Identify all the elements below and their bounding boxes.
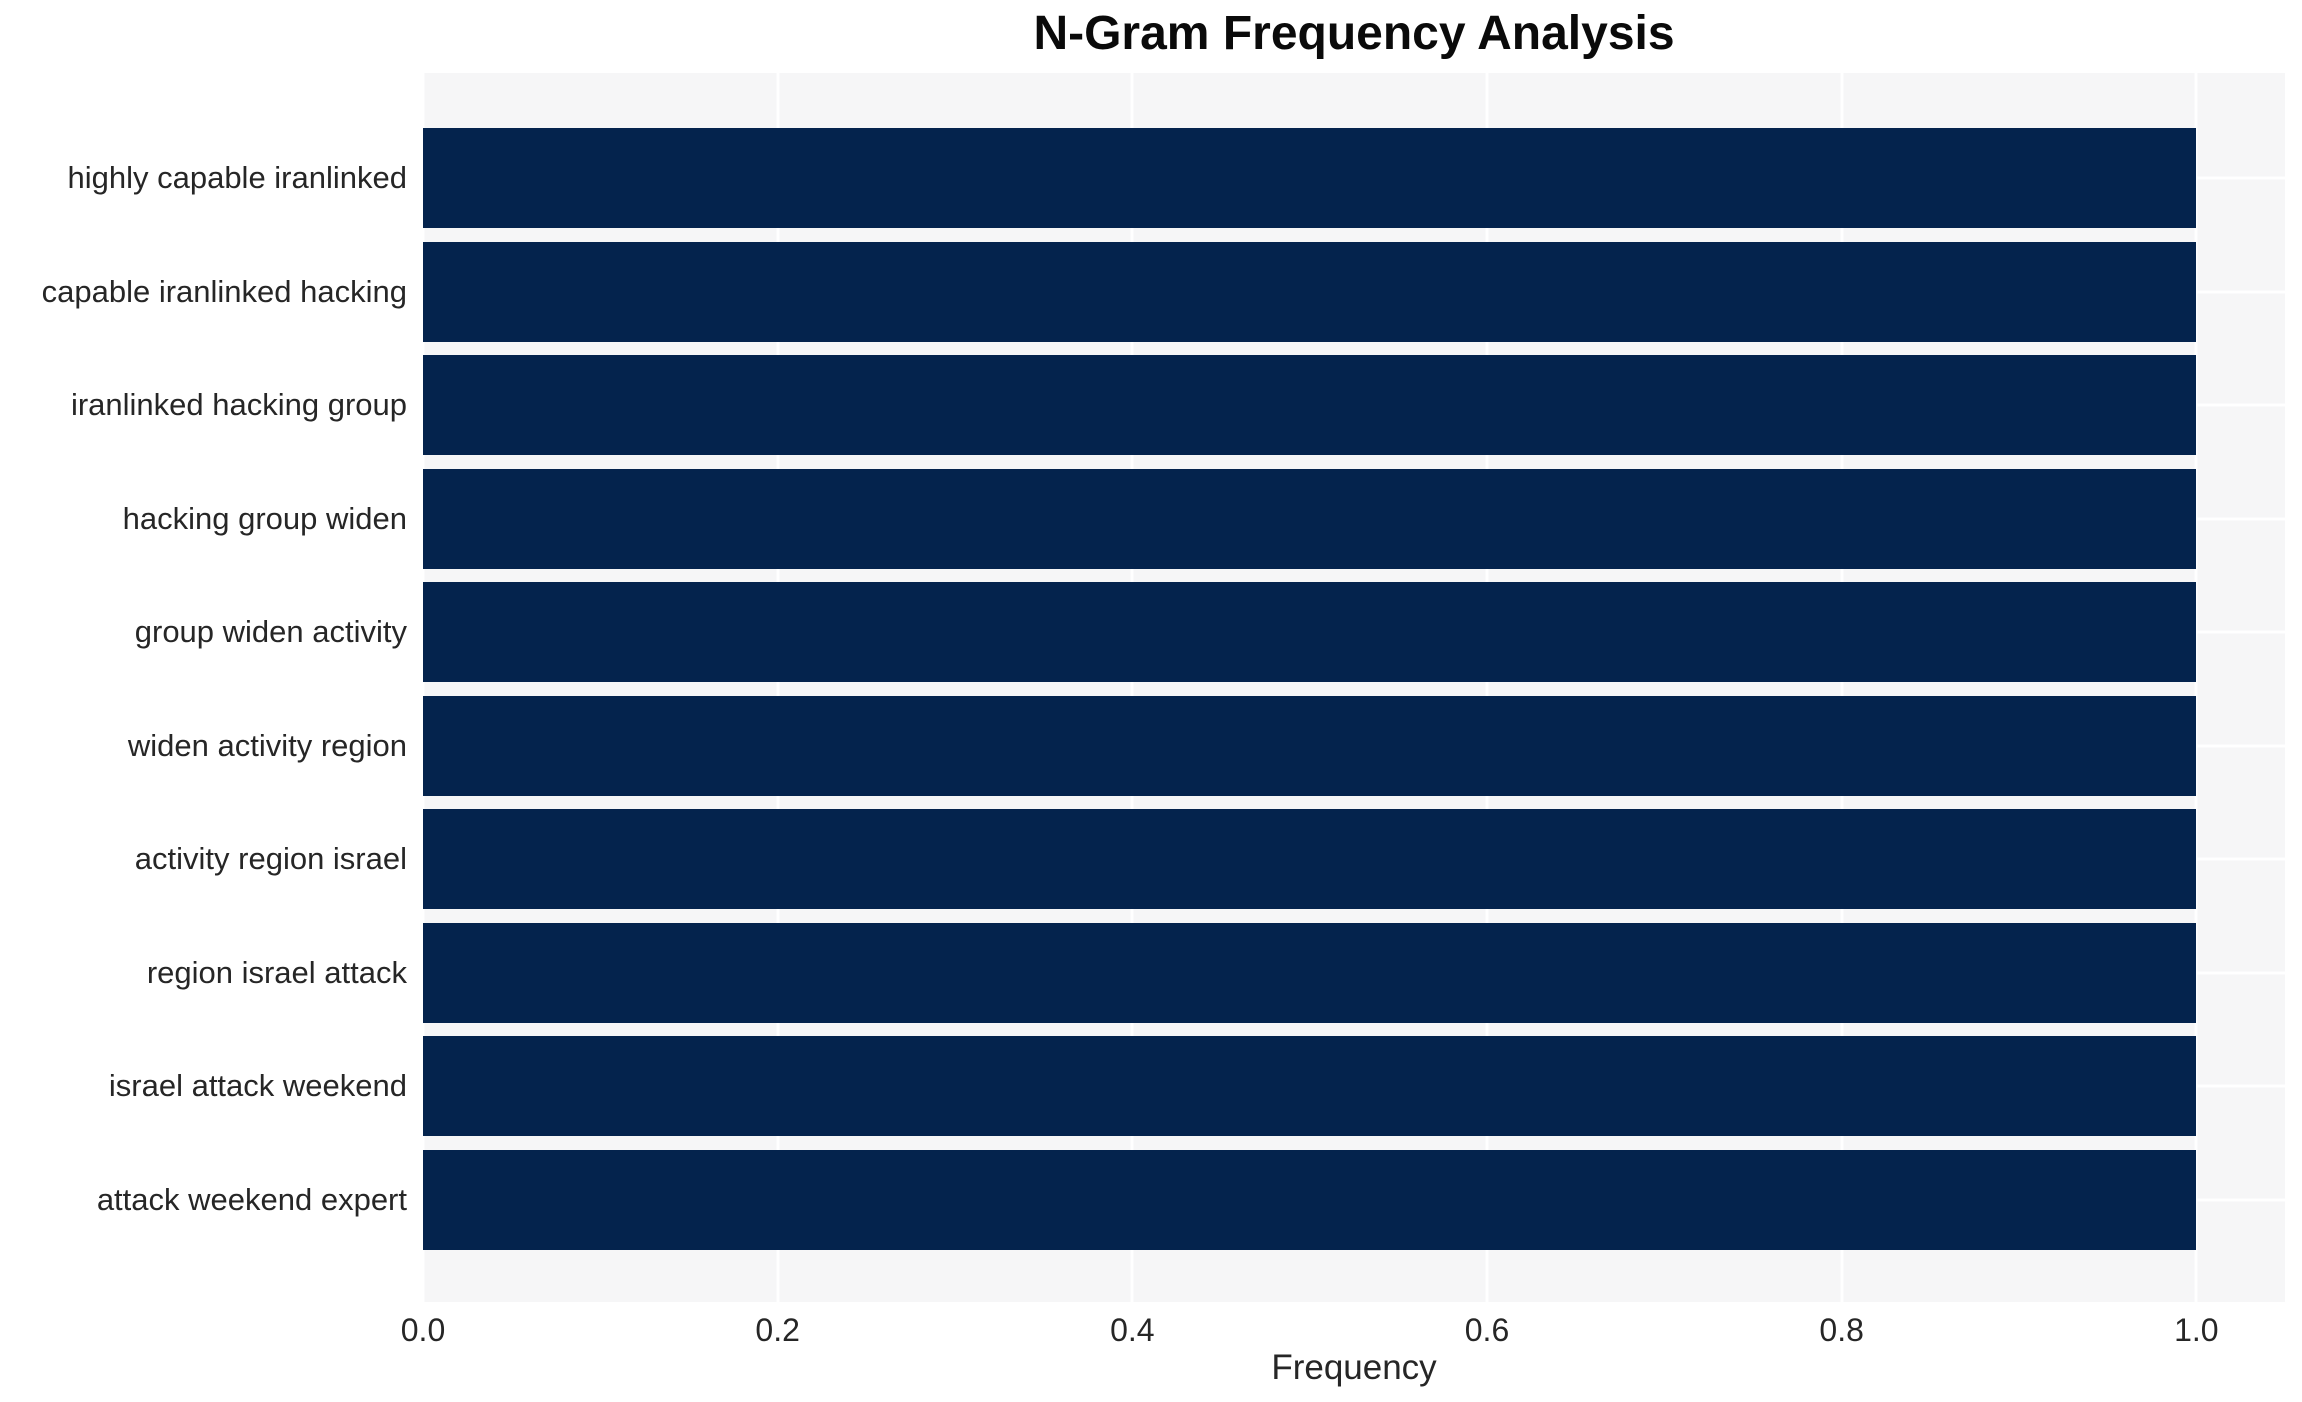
bar [423,1149,2197,1250]
x-axis-tick-label: 1.0 [2174,1312,2219,1348]
bar [423,1036,2197,1136]
x-axis-tick-label: 0.0 [400,1312,446,1348]
x-axis-tick-label: 0.6 [1464,1312,1510,1348]
y-axis-label: israel attack weekend [108,1068,407,1103]
y-axis-label: hacking group widen [122,500,407,536]
plot-panel [423,73,2285,1302]
y-axis-label: widen activity region [127,727,407,763]
y-axis-label: attack weekend expert [96,1181,407,1217]
bar [423,128,2197,228]
y-axis-label: group widen activity [134,614,407,649]
vertical-grid-line [1485,73,1489,1302]
y-axis-label: iranlinked hacking group [70,387,407,422]
bar [423,241,2197,342]
y-axis-label: highly capable iranlinked [67,160,407,195]
bar [423,355,2197,455]
bar [423,695,2197,796]
bar [423,582,2197,682]
vertical-grid-line [2194,73,2198,1302]
bar [423,468,2197,569]
chart-title: N-Gram Frequency Analysis [1033,7,1675,60]
x-axis-title: Frequency [1271,1348,1437,1387]
y-axis-label: activity region israel [134,841,407,876]
vertical-grid-line [1130,73,1134,1302]
vertical-grid-line [1840,73,1844,1302]
bar [423,809,2197,909]
y-axis-label: region israel attack [146,954,407,990]
bar [423,922,2197,1023]
x-axis-tick-label: 0.2 [755,1312,800,1348]
y-axis-label: capable iranlinked hacking [41,273,407,309]
vertical-grid-line [776,73,780,1302]
x-axis-tick-label: 0.4 [1110,1312,1155,1348]
x-axis-tick-label: 0.8 [1819,1312,1864,1348]
vertical-grid-line [423,73,425,1302]
